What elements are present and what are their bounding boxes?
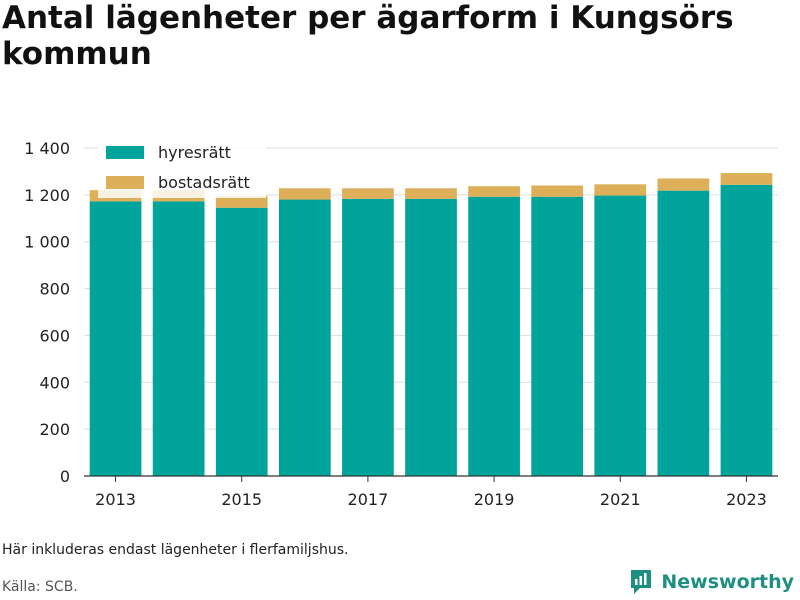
- bar-bostadsratt-2020: [531, 185, 584, 197]
- y-tick-label: 600: [39, 326, 70, 345]
- axes: 0 200 400 600 800 1 000 1 200 1 400 2013 2015 2017…: [24, 139, 778, 509]
- bar-hyresratt-2014: [152, 201, 205, 476]
- bar-bostadsratt-2021: [594, 184, 647, 196]
- bar-hyresratt-2018: [405, 198, 457, 476]
- legend-label: hyresrätt: [158, 143, 231, 162]
- source-credit: Källa: SCB.: [2, 579, 78, 595]
- x-tick-label: 2019: [474, 490, 515, 509]
- legend[interactable]: hyresrätt bostadsrätt: [98, 136, 266, 198]
- bar-hyresratt-2019: [468, 196, 520, 476]
- bar-bostadsratt-2015: [215, 196, 268, 208]
- chart-title: Antal lägenheter per ägarform i Kungsörs…: [2, 0, 734, 72]
- y-tick-label: 0: [60, 467, 70, 486]
- y-tick-label: 200: [39, 420, 70, 439]
- newsworthy-logo[interactable]: Newsworthy: [629, 568, 794, 596]
- bar-bostadsratt-2023: [720, 173, 773, 185]
- bar-hyresratt-2016: [278, 199, 331, 476]
- bar-hyresratt-2013: [89, 201, 142, 476]
- y-tick-label: 1 000: [24, 233, 70, 252]
- y-tick-label: 400: [39, 373, 70, 392]
- stacked-bar-chart: 0 200 400 600 800 1 000 1 200 1 400 2013 2015 2017…: [24, 136, 778, 509]
- y-tick-label: 800: [39, 280, 70, 299]
- newsworthy-logo-icon: [631, 570, 652, 594]
- x-tick-label: 2015: [221, 490, 262, 509]
- legend-swatch-hyresratt: [106, 146, 144, 159]
- bar-hyresratt-2017: [342, 198, 394, 476]
- bar-bostadsratt-2022: [657, 178, 710, 191]
- bars: [89, 173, 773, 476]
- bar-bostadsratt-2018: [405, 188, 457, 199]
- legend-label: bostadsrätt: [158, 173, 250, 192]
- x-tick-label: 2021: [600, 490, 641, 509]
- x-tick-label: 2013: [95, 490, 136, 509]
- x-tick-label: 2023: [726, 490, 767, 509]
- bar-hyresratt-2022: [657, 190, 710, 476]
- bar-hyresratt-2015: [215, 207, 268, 476]
- bar-hyresratt-2023: [720, 184, 773, 476]
- bar-bostadsratt-2016: [278, 188, 331, 200]
- y-tick-label: 1 400: [24, 139, 70, 158]
- brand-name: Newsworthy: [661, 571, 794, 593]
- legend-swatch-bostadsratt: [106, 176, 144, 189]
- x-tick-label: 2017: [348, 490, 389, 509]
- bar-bostadsratt-2017: [342, 188, 394, 199]
- bar-hyresratt-2020: [531, 196, 584, 476]
- bar-hyresratt-2021: [594, 195, 647, 476]
- chart-note: Här inkluderas endast lägenheter i flerf…: [2, 542, 349, 558]
- bar-bostadsratt-2019: [468, 186, 520, 197]
- y-tick-label: 1 200: [24, 186, 70, 205]
